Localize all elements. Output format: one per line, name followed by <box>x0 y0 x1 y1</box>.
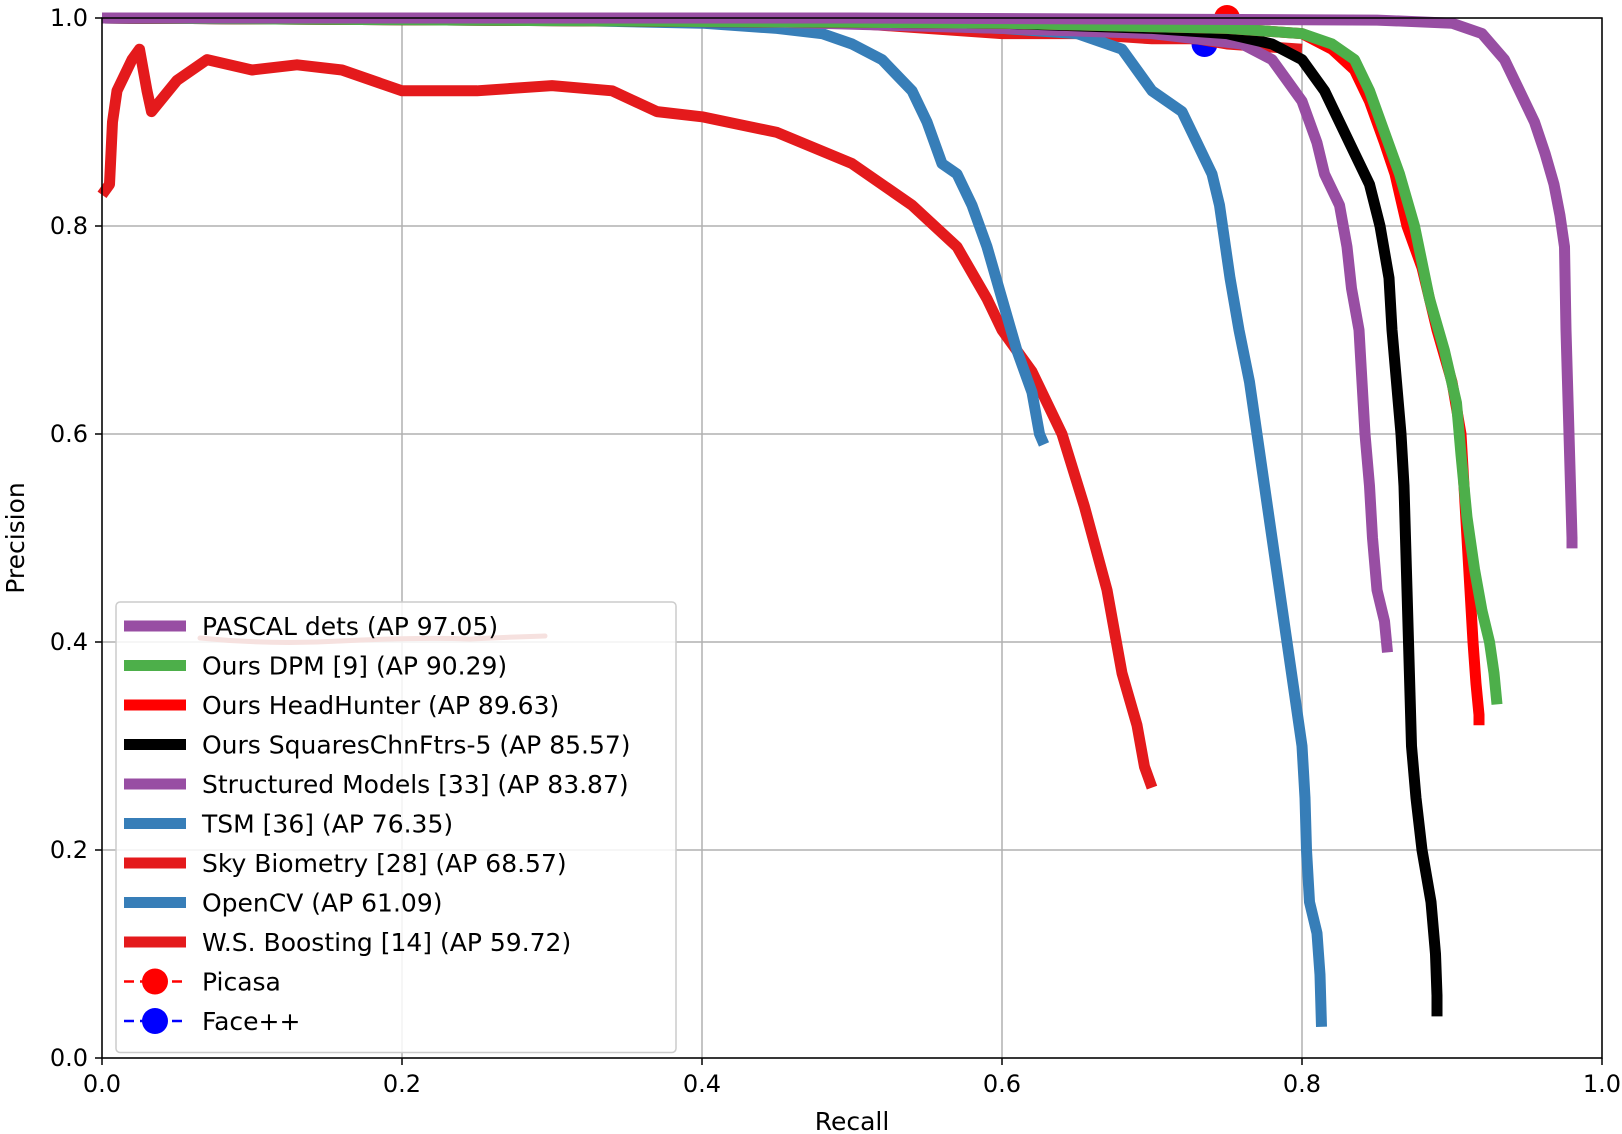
legend-entry-opencv-ap-61-09: OpenCV (AP 61.09) <box>124 889 442 918</box>
legend-entry-ours-squareschnftrs-5-ap-85-57: Ours SquaresChnFtrs-5 (AP 85.57) <box>124 731 631 760</box>
legend-label: Picasa <box>202 968 281 997</box>
series-line-w-s-boosting-14-ap-59-72 <box>97 43 1158 790</box>
legend-marker <box>142 968 168 995</box>
x-tick-label: 0.6 <box>983 1070 1021 1098</box>
series-line-structured-models-33-ap-83-87 <box>101 12 1393 653</box>
y-tick-label: 0.8 <box>50 212 88 240</box>
y-tick-label: 0.6 <box>50 420 88 448</box>
x-axis-label: Recall <box>815 1107 890 1134</box>
legend-label: Structured Models [33] (AP 83.87) <box>202 770 629 799</box>
legend-entry-ours-headhunter-ap-89-63: Ours HeadHunter (AP 89.63) <box>124 691 559 720</box>
series-line-tsm-36-ap-76-35 <box>101 12 1327 1027</box>
legend-label: Ours HeadHunter (AP 89.63) <box>202 691 559 720</box>
legend-label: OpenCV (AP 61.09) <box>202 889 442 918</box>
legend-entry-sky-biometry-28-ap-68-57: Sky Biometry [28] (AP 68.57) <box>124 849 567 878</box>
x-tick-label: 0.4 <box>683 1070 721 1098</box>
y-tick-label: 1.0 <box>50 4 88 32</box>
x-tick-label: 1.0 <box>1583 1070 1621 1098</box>
legend-entry-tsm-36-ap-76-35: TSM [36] (AP 76.35) <box>124 810 453 839</box>
legend-entry-pascal-dets-ap-97-05: PASCAL dets (AP 97.05) <box>124 612 498 641</box>
axis-ticks: 0.0 0.2 0.4 0.6 0.8 1.0 0.0 0.2 0.4 0.6 0.8 1.0 <box>50 4 1621 1098</box>
x-tick-label: 0.2 <box>383 1070 421 1098</box>
x-tick-label: 0.0 <box>83 1070 121 1098</box>
legend-label: Sky Biometry [28] (AP 68.57) <box>202 849 567 878</box>
legend-box <box>115 601 677 1054</box>
series-layer <box>97 5 1578 1027</box>
y-tick-label: 0.2 <box>50 836 88 864</box>
legend-label: PASCAL dets (AP 97.05) <box>202 612 498 641</box>
legend: PASCAL dets (AP 97.05) Ours DPM [9] (AP 9… <box>115 601 677 1054</box>
series-line-ours-squareschnftrs-5-ap-85-57 <box>101 12 1443 1017</box>
y-axis-label: Precision <box>1 482 30 594</box>
legend-entry-structured-models-33-ap-83-87: Structured Models [33] (AP 83.87) <box>124 770 629 799</box>
x-tick-label: 0.8 <box>1283 1070 1321 1098</box>
legend-entry-picasa: Picasa <box>124 968 281 997</box>
legend-marker <box>142 1008 168 1034</box>
legend-label: Face++ <box>202 1007 300 1036</box>
plot-frame <box>101 17 1603 1059</box>
series-line-pascal-dets-ap-97-05 <box>102 12 1578 549</box>
legend-entry-face: Face++ <box>124 1007 300 1036</box>
legend-label: Ours SquaresChnFtrs-5 (AP 85.57) <box>202 731 631 760</box>
legend-entry-ours-dpm-9-ap-90-29: Ours DPM [9] (AP 90.29) <box>124 652 507 681</box>
legend-label: W.S. Boosting [14] (AP 59.72) <box>202 928 571 957</box>
legend-label: Ours DPM [9] (AP 90.29) <box>202 652 507 681</box>
y-tick-label: 0.0 <box>50 1044 88 1072</box>
series-line-ours-dpm-9-ap-90-29 <box>101 12 1503 705</box>
y-tick-label: 0.4 <box>50 628 88 656</box>
legend-entry-w-s-boosting-14-ap-59-72: W.S. Boosting [14] (AP 59.72) <box>124 928 571 957</box>
legend-label: TSM [36] (AP 76.35) <box>201 810 453 839</box>
